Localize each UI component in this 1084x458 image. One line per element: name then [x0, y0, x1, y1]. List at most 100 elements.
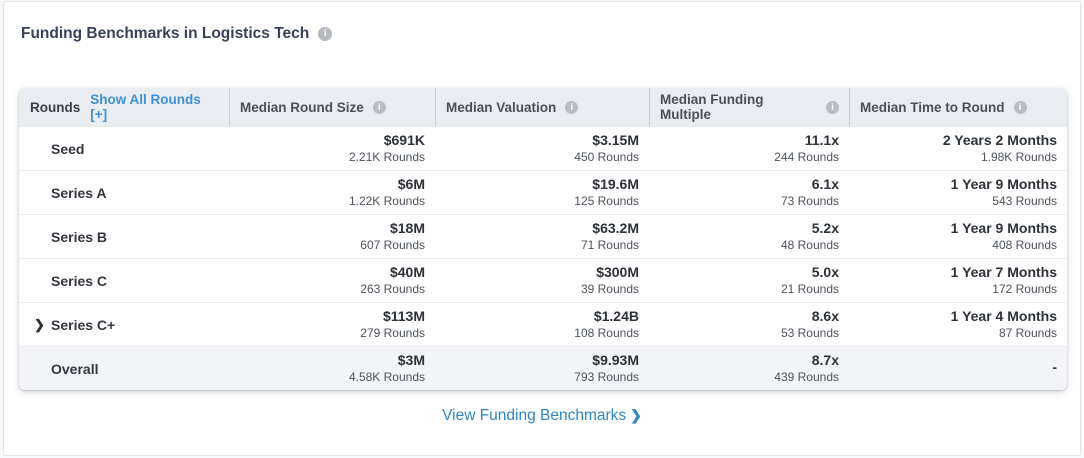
show-all-rounds-link[interactable]: Show All Rounds [+]	[90, 92, 201, 122]
row-label: Series C+	[51, 316, 116, 333]
cell-subvalue: 73 Rounds	[780, 194, 839, 209]
card-header: Funding Benchmarks in Logistics Tech i	[4, 2, 1080, 43]
column-header-label: Median Valuation	[446, 99, 557, 115]
median-valuation-cell: $3.15M 450 Rounds	[435, 132, 649, 166]
row-label: Series A	[51, 184, 107, 201]
row-label: Overall	[51, 360, 99, 377]
median-funding-multiple-cell: 5.2x 48 Rounds	[649, 220, 849, 254]
median-time-to-round-cell: 1 Year 4 Months 87 Rounds	[849, 308, 1067, 342]
info-icon[interactable]: i	[565, 100, 579, 114]
median-round-size-cell: $3M 4.58K Rounds	[229, 352, 435, 386]
cell-subvalue: 4.58K Rounds	[348, 370, 425, 385]
row-label: Seed	[51, 140, 85, 157]
cell-value: 8.7x	[811, 351, 839, 368]
cell-subvalue: 172 Rounds	[992, 282, 1057, 297]
cell-value: 5.2x	[811, 219, 839, 236]
cell-value: 6.1x	[811, 175, 839, 192]
cell-subvalue: 21 Rounds	[780, 282, 839, 297]
cell-value: $113M	[382, 307, 425, 324]
page-title: Funding Benchmarks in Logistics Tech	[21, 25, 310, 42]
cell-subvalue: 87 Rounds	[998, 326, 1057, 341]
column-header-label: Median Round Size	[240, 99, 364, 115]
cell-subvalue: 71 Rounds	[580, 238, 639, 253]
title-info-icon[interactable]: i	[318, 27, 333, 41]
cell-value: $18M	[389, 219, 425, 236]
median-round-size-header-cell: Median Round Size i	[229, 88, 435, 126]
chevron-right-icon: ❯	[630, 407, 642, 423]
table-row-series-b: Series B $18M 607 Rounds $63.2M 71 Round…	[19, 214, 1067, 258]
median-funding-multiple-cell: 8.7x 439 Rounds	[649, 352, 849, 386]
cell-value: $3M	[397, 351, 425, 368]
cell-subvalue: 279 Rounds	[360, 326, 425, 341]
median-funding-multiple-header-cell: Median Funding Multiple i	[649, 88, 849, 126]
median-valuation-header-cell: Median Valuation i	[435, 88, 649, 126]
cell-value: 11.1x	[804, 131, 839, 148]
card-footer: View Funding Benchmarks ❯	[4, 407, 1080, 425]
table-row-series-c-plus: ❯ Series C+ $113M 279 Rounds $1.24B 108 …	[19, 302, 1067, 346]
cell-subvalue: 108 Rounds	[574, 326, 639, 341]
footer-link-label: View Funding Benchmarks	[442, 407, 627, 424]
info-icon[interactable]: i	[372, 100, 386, 114]
column-header-label: Median Time to Round	[860, 99, 1005, 115]
median-round-size-cell: $113M 279 Rounds	[229, 308, 435, 342]
cell-subvalue: 408 Rounds	[992, 238, 1057, 253]
cell-value: $300M	[596, 263, 639, 280]
cell-subvalue: 439 Rounds	[774, 370, 839, 385]
median-time-to-round-header-cell: Median Time to Round i	[849, 88, 1067, 126]
cell-subvalue: 607 Rounds	[360, 238, 425, 253]
median-time-to-round-cell: -	[849, 359, 1067, 378]
cell-value: $63.2M	[592, 219, 639, 236]
cell-subvalue: 543 Rounds	[992, 194, 1057, 209]
cell-value: 1 Year 4 Months	[950, 307, 1057, 324]
cell-value: 1 Year 9 Months	[950, 219, 1057, 236]
median-round-size-cell: $691K 2.21K Rounds	[229, 132, 435, 166]
cell-subvalue: 2.21K Rounds	[348, 150, 425, 165]
view-funding-benchmarks-link[interactable]: View Funding Benchmarks ❯	[442, 407, 642, 424]
table-row-seed: Seed $691K 2.21K Rounds $3.15M 450 Round…	[19, 126, 1067, 170]
cell-value: 1 Year 9 Months	[950, 175, 1057, 192]
cell-value: $9.93M	[592, 351, 639, 368]
cell-value: $691K	[383, 131, 425, 148]
cell-subvalue: 125 Rounds	[574, 194, 639, 209]
table-row-series-c: Series C $40M 263 Rounds $300M 39 Rounds…	[19, 258, 1067, 302]
column-header-label: Median Funding Multiple	[660, 92, 764, 122]
table-header-row: Rounds Show All Rounds [+] Median Round …	[19, 88, 1067, 126]
cell-subvalue: 1.98K Rounds	[980, 150, 1057, 165]
cell-subvalue: 48 Rounds	[780, 238, 839, 253]
cell-subvalue: 53 Rounds	[780, 326, 839, 341]
row-label-cell: ❯ Series C+	[19, 317, 229, 333]
info-icon[interactable]: i	[826, 100, 839, 114]
cell-value: $6M	[397, 175, 425, 192]
cell-value: 5.0x	[811, 263, 839, 280]
cell-value: $40M	[389, 263, 425, 280]
table-row-overall: Overall $3M 4.58K Rounds $9.93M 793 Roun…	[19, 346, 1067, 390]
median-round-size-cell: $18M 607 Rounds	[229, 220, 435, 254]
row-label: Series C	[51, 272, 108, 289]
cell-value: 1 Year 7 Months	[950, 263, 1057, 280]
median-funding-multiple-cell: 6.1x 73 Rounds	[649, 176, 849, 210]
median-funding-multiple-cell: 8.6x 53 Rounds	[649, 308, 849, 342]
rounds-header-cell: Rounds Show All Rounds [+]	[19, 88, 229, 126]
median-valuation-cell: $300M 39 Rounds	[435, 264, 649, 298]
rounds-column-header: Rounds	[30, 99, 81, 115]
funding-benchmarks-card: Funding Benchmarks in Logistics Tech i R…	[3, 1, 1081, 456]
row-label: Series B	[51, 228, 108, 245]
median-valuation-cell: $19.6M 125 Rounds	[435, 176, 649, 210]
cell-subvalue: 1.22K Rounds	[348, 194, 425, 209]
cell-value: 2 Years 2 Months	[942, 131, 1057, 148]
expand-chevron-icon[interactable]: ❯	[34, 316, 45, 332]
median-time-to-round-cell: 1 Year 9 Months 543 Rounds	[849, 176, 1067, 210]
cell-subvalue: 263 Rounds	[360, 282, 425, 297]
cell-subvalue: 450 Rounds	[574, 150, 639, 165]
median-valuation-cell: $63.2M 71 Rounds	[435, 220, 649, 254]
cell-value: 8.6x	[811, 307, 839, 324]
median-funding-multiple-cell: 11.1x 244 Rounds	[649, 132, 849, 166]
cell-value: -	[1052, 359, 1057, 376]
median-time-to-round-cell: 1 Year 7 Months 172 Rounds	[849, 264, 1067, 298]
median-funding-multiple-cell: 5.0x 21 Rounds	[649, 264, 849, 298]
median-time-to-round-cell: 2 Years 2 Months 1.98K Rounds	[849, 132, 1067, 166]
cell-value: $1.24B	[593, 307, 639, 324]
median-time-to-round-cell: 1 Year 9 Months 408 Rounds	[849, 220, 1067, 254]
cell-value: $19.6M	[592, 175, 639, 192]
info-icon[interactable]: i	[1013, 100, 1027, 114]
